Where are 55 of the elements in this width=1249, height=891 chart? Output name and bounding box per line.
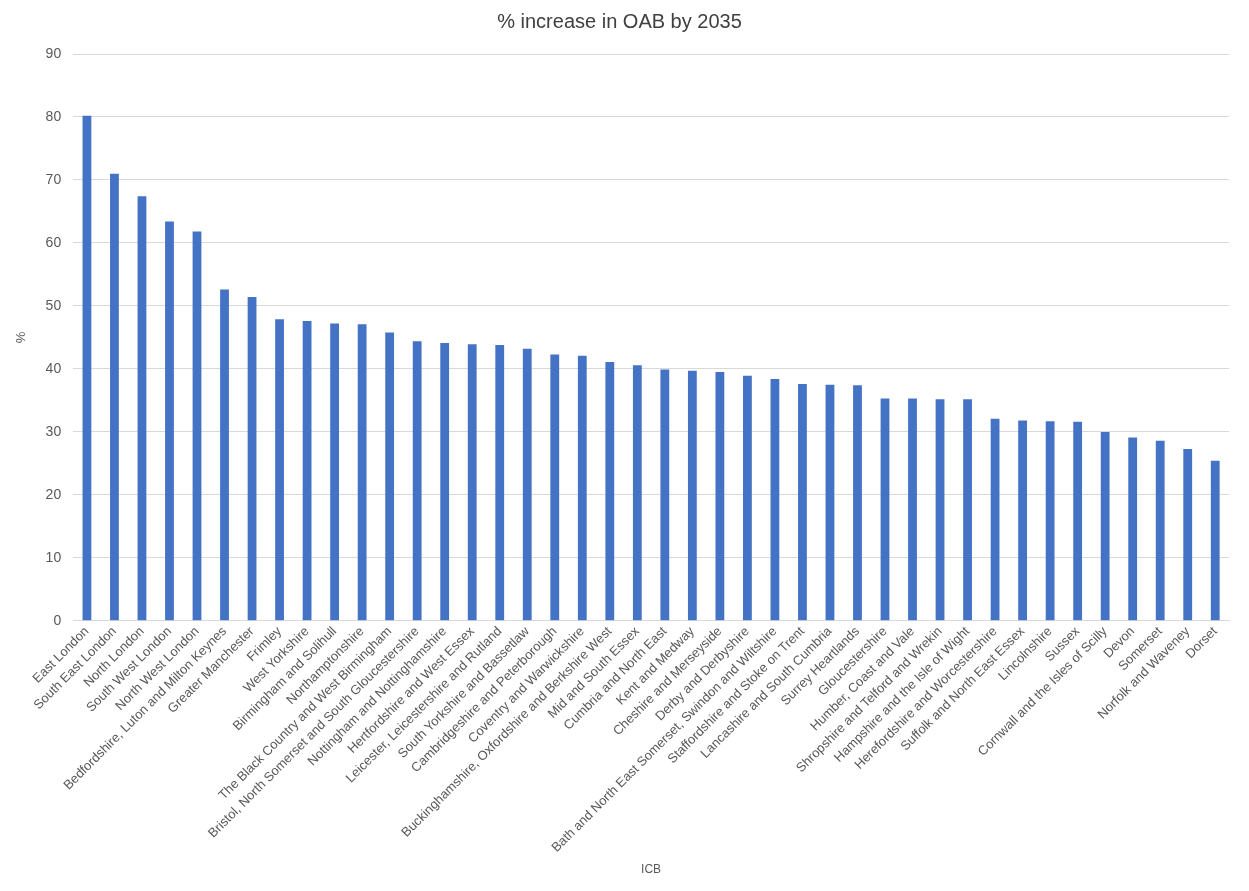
- bar: [1183, 448, 1193, 621]
- x-axis-title: ICB: [641, 862, 662, 877]
- bar: [110, 173, 119, 621]
- bar: [467, 344, 477, 621]
- bar: [192, 231, 202, 621]
- y-tick-label: 10: [45, 548, 62, 565]
- bar: [137, 196, 147, 621]
- bar: [1018, 420, 1028, 621]
- y-axis-title: %: [13, 331, 29, 344]
- bar: [302, 321, 312, 621]
- bar: [220, 289, 229, 621]
- y-tick-label: 20: [45, 485, 62, 502]
- chart-title: % increase in OAB by 2035: [497, 9, 742, 32]
- y-tick-label: 70: [45, 170, 62, 187]
- bar: [1155, 440, 1165, 621]
- bar: [880, 398, 890, 621]
- bar: [1128, 437, 1138, 621]
- bar: [1210, 460, 1220, 621]
- bar: [1073, 421, 1083, 621]
- bar: [825, 384, 835, 621]
- bar: [522, 348, 532, 621]
- bar: [440, 343, 450, 621]
- y-tick-label: 60: [45, 233, 62, 250]
- bar: [798, 384, 807, 621]
- y-tick-label: 50: [45, 296, 62, 313]
- bar: [853, 385, 862, 621]
- bar: [990, 418, 1000, 621]
- bar: [935, 399, 945, 621]
- bar: [275, 319, 284, 621]
- y-tick-label: 40: [45, 359, 62, 376]
- bar: [715, 372, 725, 621]
- bar: [412, 341, 422, 621]
- bar: [550, 354, 560, 621]
- bar: [770, 378, 780, 621]
- bar: [577, 355, 587, 621]
- bar: [660, 369, 670, 621]
- bar: [632, 365, 642, 621]
- bar: [687, 370, 697, 621]
- bar: [605, 361, 615, 621]
- bar: [743, 375, 752, 621]
- bar: [1100, 431, 1110, 621]
- bar: [165, 221, 174, 621]
- y-tick-label: 0: [53, 611, 62, 628]
- bar: [357, 324, 367, 621]
- bar: [908, 398, 917, 621]
- bar: [495, 344, 505, 621]
- y-tick-label: 30: [45, 422, 62, 439]
- bar: [82, 115, 92, 621]
- bar: [385, 332, 395, 621]
- bar: [247, 297, 257, 621]
- bar: [963, 399, 972, 621]
- y-tick-label: 80: [45, 107, 62, 124]
- bar: [1045, 421, 1055, 621]
- y-tick-label: 90: [45, 44, 62, 61]
- bar: [330, 323, 340, 621]
